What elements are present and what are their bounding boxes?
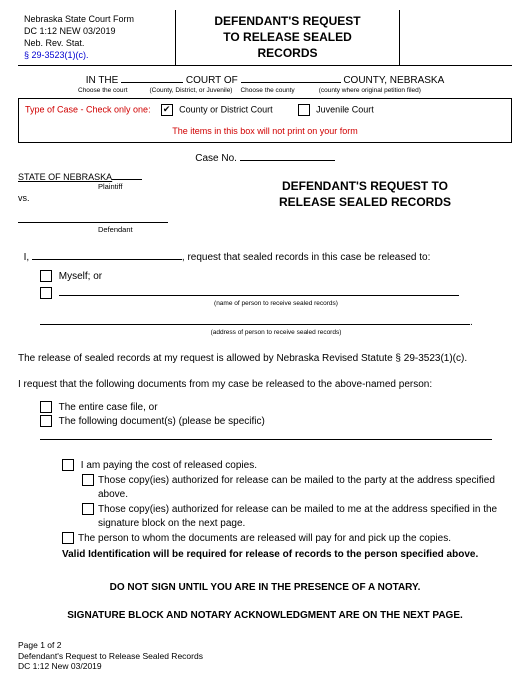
next-page-notice: SIGNATURE BLOCK AND NOTARY ACKNOWLEDGMEN… [18,609,512,623]
docs-spec-row [40,430,512,445]
paying-row: I am paying the cost of released copies. [62,459,512,473]
paying-label: I am paying the cost of released copies. [81,460,257,471]
entire-file-checkbox[interactable] [40,401,52,413]
entire-file-label: The entire case file, or [59,402,158,413]
title-line-3: RECORDS [257,46,317,60]
following-docs-checkbox[interactable] [40,415,52,427]
requester-name-blank[interactable] [32,250,182,260]
county-hint: (county where original petition filed) [315,87,425,94]
caption-title-1: DEFENDANT'S REQUEST TO [282,179,448,193]
mailed-party-row: Those copy(ies) authorized for release c… [82,474,512,501]
neb-rev-stat: Neb. Rev. Stat. [24,38,84,48]
defendant-blank[interactable] [18,213,168,223]
footer: Page 1 of 2 Defendant's Request to Relea… [18,640,512,672]
mailed-me-label: Those copy(ies) authorized for release c… [98,503,512,530]
header: Nebraska State Court Form DC 1:12 NEW 03… [18,10,512,66]
case-no-label: Case No. [195,153,237,164]
choose-hints: Choose the court (County, District, or J… [18,87,512,94]
request-intro: I, , request that sealed records in this… [18,250,512,265]
page: Nebraska State Court Form DC 1:12 NEW 03… [0,0,530,680]
valid-id-notice: Valid Identification will be required fo… [62,548,512,562]
i-prefix: I, [24,252,30,263]
paying-checkbox[interactable] [62,459,74,471]
state-form-label: Nebraska State Court Form [24,14,134,24]
title-line-1: DEFENDANT'S REQUEST [214,14,360,28]
case-no-line: Case No. [18,151,512,164]
county-nebraska: COUNTY, NEBRASKA [343,75,444,86]
juvenile-label: Juvenile Court [316,104,374,114]
header-title: DEFENDANT'S REQUEST TO RELEASE SEALED RE… [176,10,400,65]
state-of-nebraska: STATE OF NEBRASKA [18,172,112,182]
following-docs-row: The following document(s) (please be spe… [40,415,512,429]
county-name-blank[interactable] [241,72,341,83]
i-suffix: , request that sealed records in this ca… [182,252,430,263]
pickup-label: The person to whom the documents are rel… [78,532,512,546]
choose-county-label: Choose the county [236,87,298,94]
name-hint: (name of person to receive sealed record… [40,300,512,309]
notary-warning: DO NOT SIGN UNTIL YOU ARE IN THE PRESENC… [18,581,512,595]
entire-file-row: The entire case file, or [40,401,512,415]
following-docs-label: The following document(s) (please be spe… [59,416,265,427]
county-district-label: County or District Court [179,104,273,114]
noprint-notice: The items in this box will not print on … [25,126,505,136]
statute-link[interactable]: § 29-3523(1)(c). [24,50,89,60]
dc-line: DC 1:12 NEW 03/2019 [24,26,116,36]
footer-title: Defendant's Request to Release Sealed Re… [18,651,203,661]
case-type-row: Type of Case - Check only one: ✔ County … [25,104,505,116]
court-of: COURT OF [186,75,238,86]
case-no-blank[interactable] [240,151,335,161]
court-hint: (County, District, or Juvenile) [146,87,237,94]
other-person-row [40,286,512,301]
in-the-prefix: IN THE [86,75,119,86]
mailed-party-label: Those copy(ies) authorized for release c… [98,474,512,501]
parties-block: STATE OF NEBRASKA Plaintiff vs. Defendan… [18,170,512,234]
plaintiff-blank-ext [112,170,142,180]
body: I, , request that sealed records in this… [18,250,512,623]
mailed-party-checkbox[interactable] [82,474,94,486]
request-documents-para: I request that the following documents f… [18,378,512,392]
other-person-checkbox[interactable] [40,287,52,299]
pickup-checkbox[interactable] [62,532,74,544]
person-name-blank[interactable] [59,286,459,296]
header-right [400,10,512,65]
header-left: Nebraska State Court Form DC 1:12 NEW 03… [18,10,176,65]
county-district-checkbox[interactable]: ✔ [161,104,173,116]
vs-label: vs. [18,193,218,203]
case-type-label: Type of Case - Check only one: [25,104,151,114]
parties-left: STATE OF NEBRASKA Plaintiff vs. Defendan… [18,170,218,234]
release-statute-para: The release of sealed records at my requ… [18,352,512,366]
myself-label: Myself; or [59,271,102,282]
footer-dc: DC 1:12 New 03/2019 [18,661,102,671]
person-address-blank[interactable] [40,315,470,325]
court-name-blank[interactable] [121,72,183,83]
docs-spec-blank[interactable] [40,430,492,440]
parties-right: DEFENDANT'S REQUEST TO RELEASE SEALED RE… [218,170,512,234]
myself-checkbox[interactable] [40,270,52,282]
defendant-label: Defendant [18,225,218,234]
case-type-frame: Type of Case - Check only one: ✔ County … [18,98,512,143]
plaintiff-label: Plaintiff [18,182,218,191]
pickup-row: The person to whom the documents are rel… [62,532,512,546]
caption-title-2: RELEASE SEALED RECORDS [279,195,451,209]
address-row: . [40,315,512,330]
mailed-me-checkbox[interactable] [82,503,94,515]
choose-court-label: Choose the court [74,87,132,94]
title-line-2: TO RELEASE SEALED [223,30,351,44]
juvenile-checkbox[interactable] [298,104,310,116]
mailed-me-row: Those copy(ies) authorized for release c… [82,503,512,530]
address-hint: (address of person to receive sealed rec… [40,329,512,338]
myself-row: Myself; or [40,270,512,284]
in-the-line: IN THE COURT OF COUNTY, NEBRASKA [18,72,512,86]
page-number: Page 1 of 2 [18,640,61,650]
